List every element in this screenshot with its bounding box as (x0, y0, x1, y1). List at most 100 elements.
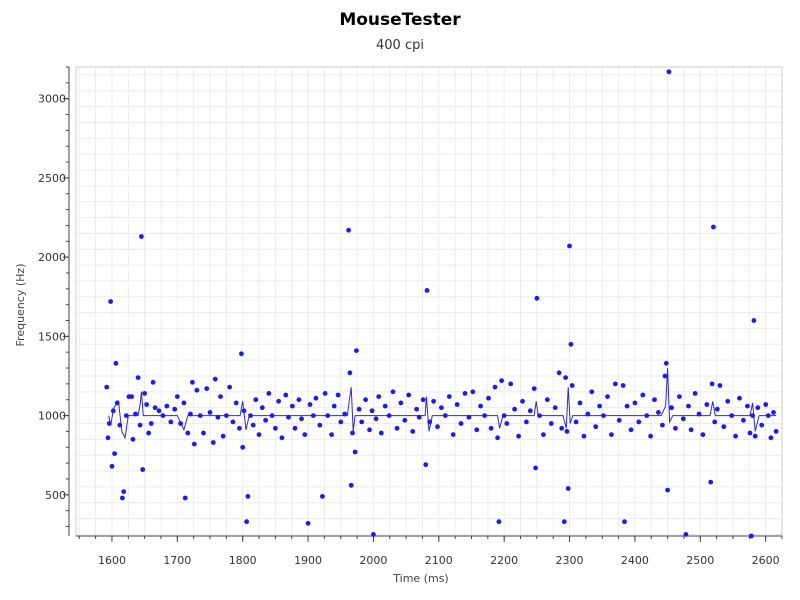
data-point (325, 413, 331, 418)
data-point (662, 373, 668, 379)
data-point (350, 430, 355, 436)
x-tick-label: 2100 (425, 554, 453, 567)
grid (76, 67, 783, 536)
data-point (750, 413, 755, 418)
data-point (466, 414, 472, 420)
data-point (524, 419, 529, 425)
data-point (129, 394, 135, 399)
data-point (423, 462, 429, 468)
data-point (680, 416, 686, 422)
data-point (259, 405, 265, 411)
data-point (439, 405, 444, 411)
data-point (266, 391, 272, 396)
data-point (696, 411, 702, 417)
data-point (142, 391, 148, 396)
data-point (751, 318, 757, 323)
data-point (673, 425, 678, 431)
data-point (335, 392, 341, 398)
data-point (286, 414, 291, 420)
data-point (108, 299, 113, 304)
data-point (105, 435, 111, 441)
data-point (174, 394, 180, 399)
data-point (256, 432, 262, 437)
data-point (386, 413, 392, 418)
data-point (552, 405, 558, 411)
data-point (725, 398, 731, 404)
data-point (244, 519, 250, 525)
series-line (108, 367, 777, 440)
chart-subtitle: 400 cpi (376, 38, 424, 53)
data-point (564, 429, 570, 434)
data-point (711, 224, 716, 230)
data-point (369, 408, 375, 414)
data-point (188, 411, 193, 417)
data-point (700, 432, 706, 437)
data-point (708, 479, 714, 485)
data-point (656, 410, 661, 415)
y-tick-label: 500 (45, 489, 66, 502)
data-point (123, 413, 129, 418)
data-point (567, 243, 572, 249)
data-point (644, 413, 650, 418)
data-point (110, 408, 116, 414)
data-point (279, 435, 285, 441)
data-point (454, 402, 460, 407)
data-point (747, 430, 753, 436)
data-point (398, 400, 404, 406)
data-point (342, 411, 348, 417)
data-point (191, 441, 197, 447)
data-point (431, 398, 436, 404)
x-tick-label: 1800 (229, 554, 257, 567)
data-point (322, 391, 328, 396)
data-point (371, 532, 376, 537)
data-point (139, 234, 144, 239)
data-point (686, 403, 691, 409)
y-tick-label: 1000 (38, 410, 66, 423)
data-point (310, 413, 316, 418)
data-point (182, 495, 188, 501)
data-point (250, 422, 256, 428)
data-point (665, 487, 670, 493)
data-point (741, 417, 746, 423)
data-point (435, 424, 440, 430)
data-point (677, 394, 682, 399)
data-point (390, 389, 396, 395)
data-point (144, 402, 150, 407)
data-point (446, 394, 452, 399)
data-point (164, 403, 170, 409)
data-point (263, 417, 268, 423)
data-point (168, 419, 174, 425)
data-point (302, 432, 308, 437)
data-point (616, 417, 622, 423)
data-point (269, 413, 275, 418)
data-point (207, 410, 213, 415)
x-tick-label: 2600 (752, 554, 780, 567)
data-point (156, 408, 162, 414)
data-point (378, 430, 384, 436)
data-point (442, 413, 448, 418)
data-point (458, 421, 464, 426)
x-tick-label: 1700 (163, 554, 191, 567)
data-point (120, 495, 125, 501)
data-point (541, 432, 546, 437)
x-tick-label: 2000 (359, 554, 387, 567)
data-point (620, 383, 626, 388)
data-point (709, 381, 715, 387)
data-point (201, 430, 206, 436)
data-point (663, 360, 669, 366)
data-point (299, 416, 304, 422)
data-point (537, 413, 542, 418)
data-point (367, 427, 372, 433)
data-point (534, 295, 540, 301)
data-point (248, 413, 253, 418)
data-point (290, 403, 295, 409)
data-point (531, 386, 537, 391)
data-point (559, 425, 565, 431)
data-point (712, 419, 718, 425)
data-point (230, 419, 236, 425)
data-point (565, 486, 571, 491)
data-point (771, 410, 776, 415)
data-point (563, 375, 568, 380)
data-point (210, 440, 216, 445)
